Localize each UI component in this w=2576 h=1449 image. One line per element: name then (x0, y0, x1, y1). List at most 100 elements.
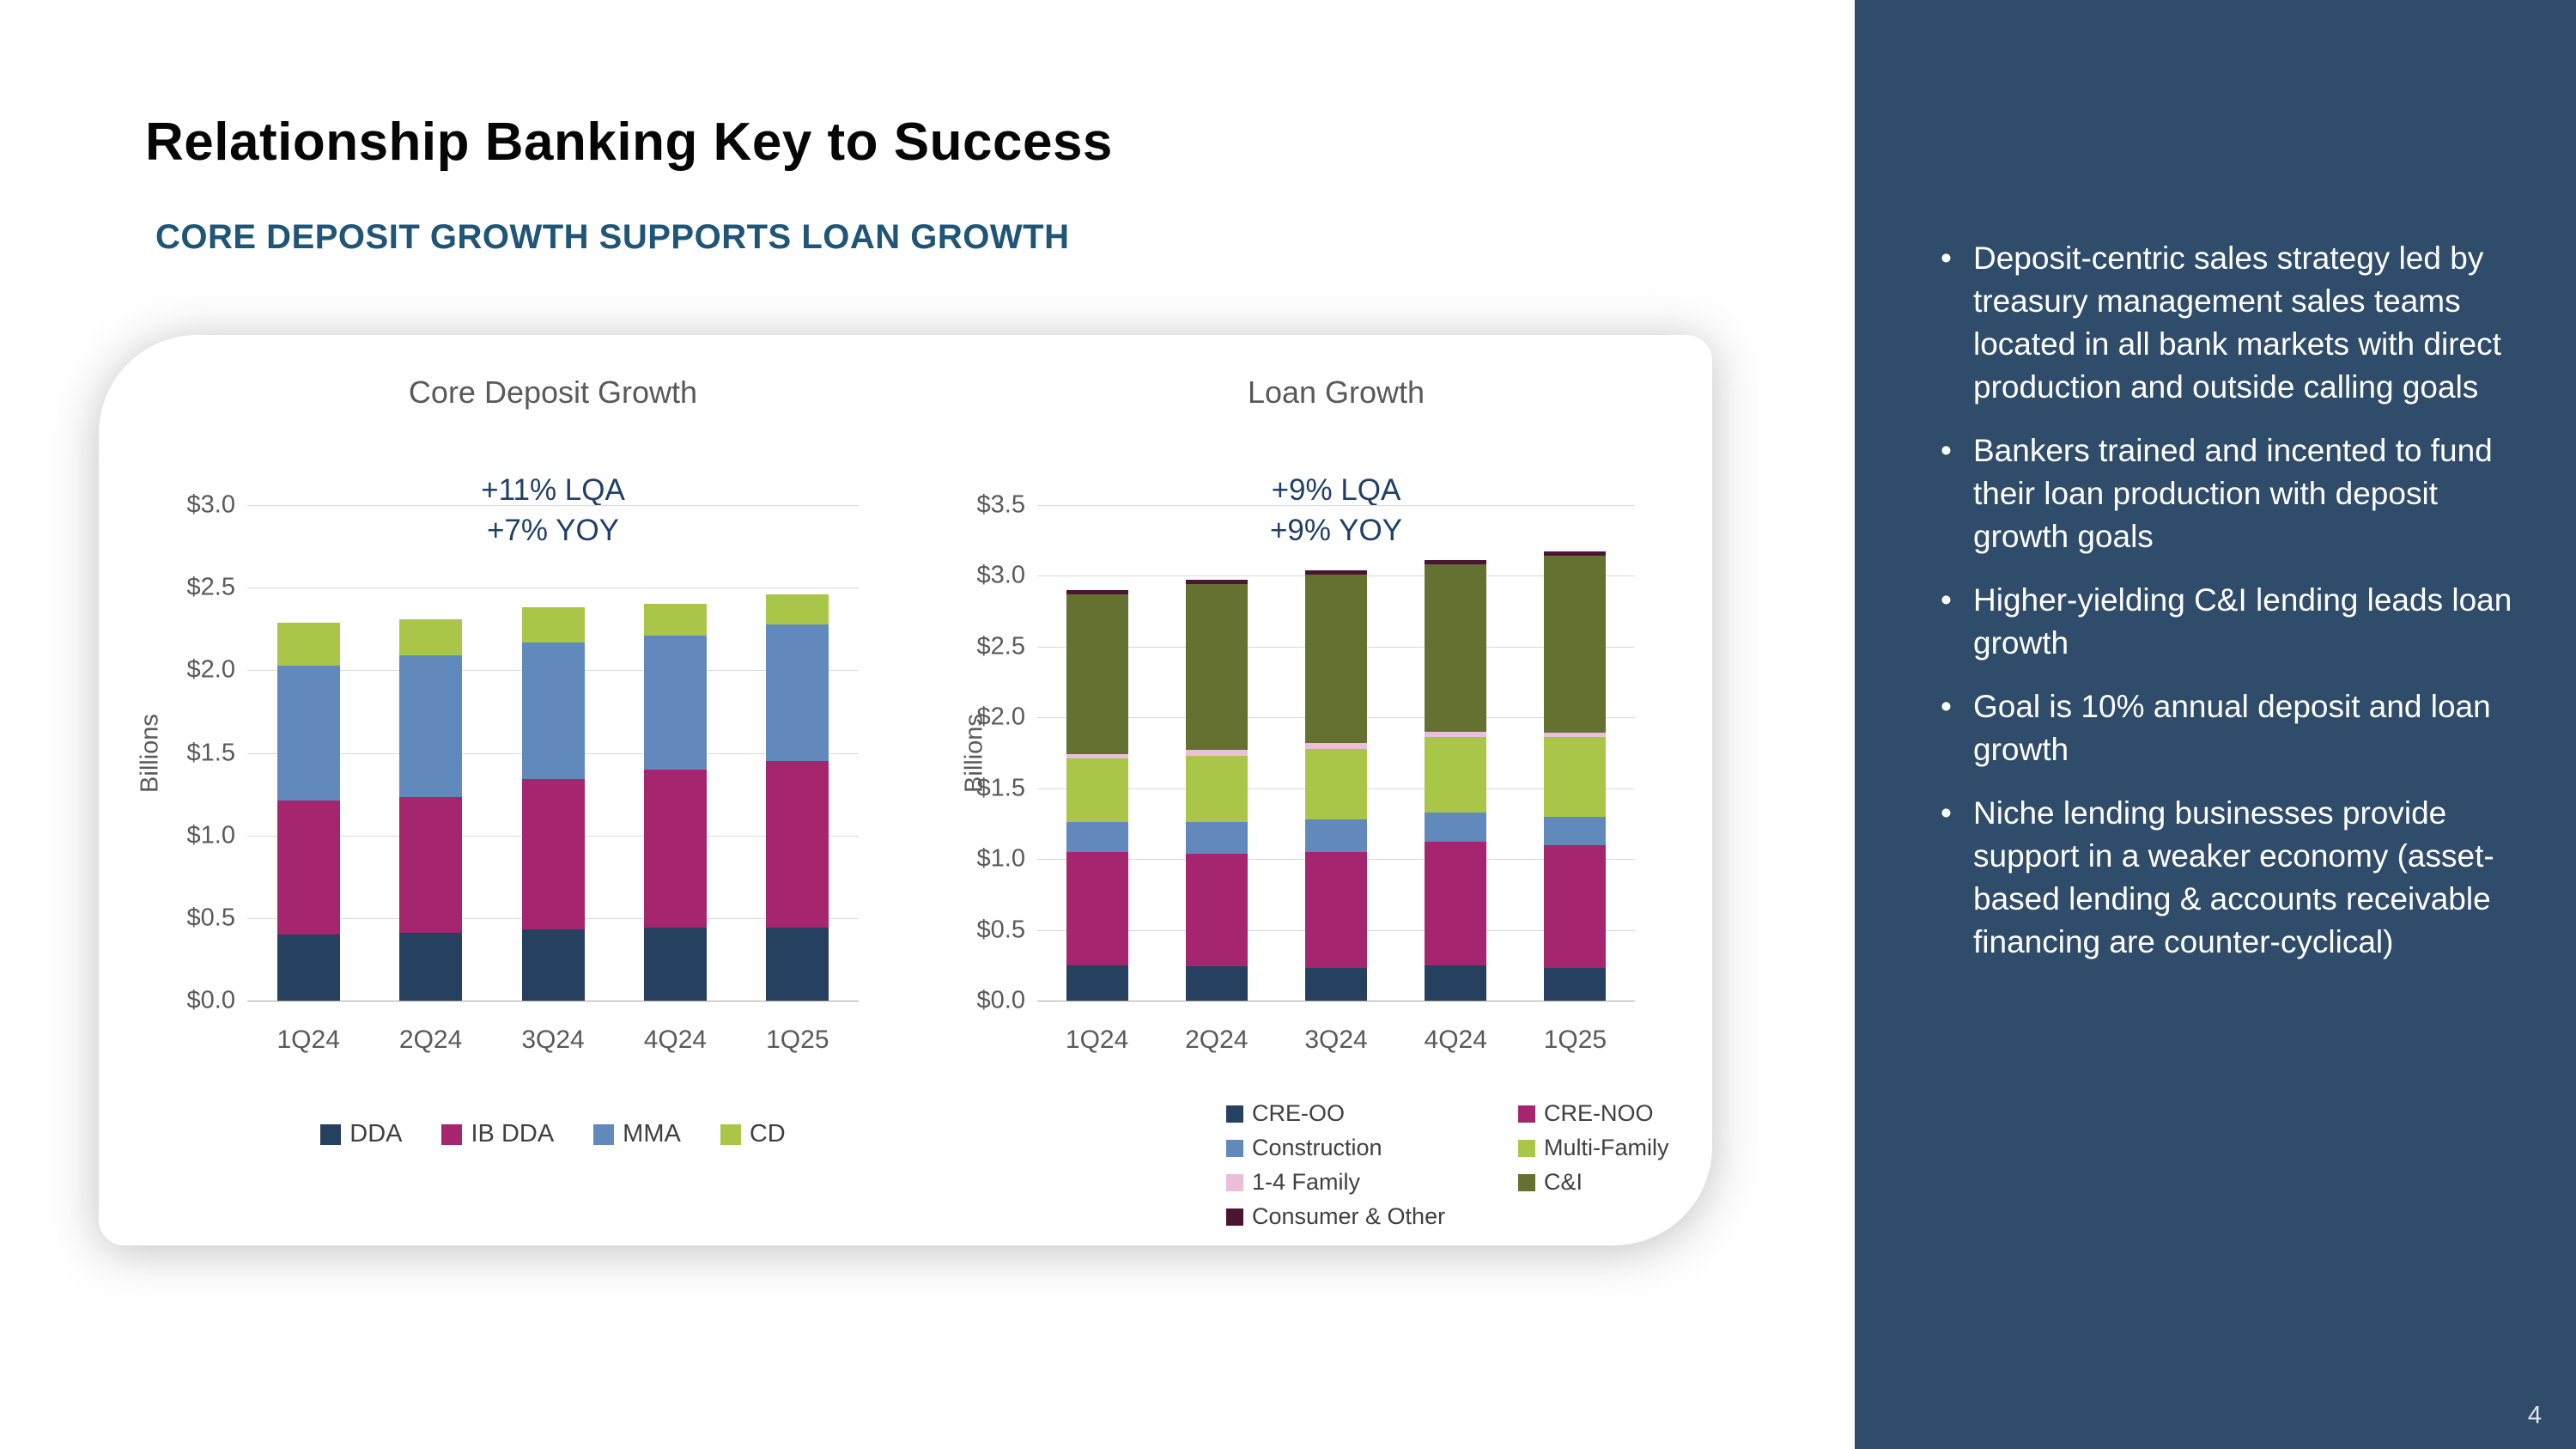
bar-segment-DDA (399, 933, 463, 1001)
bar-segment-1-4 Family (1544, 733, 1607, 738)
bar-segment-CD (521, 607, 585, 642)
bar-segment-IB DDA (766, 761, 829, 928)
bullet-item: • Bankers trained and incented to fund th… (1941, 429, 2518, 558)
bar-1Q24 (276, 622, 340, 1001)
bar-segment-MMA (643, 635, 707, 770)
bar-segment-MMA (399, 655, 463, 798)
bar-segment-C&I (1185, 584, 1248, 751)
bar-4Q24 (643, 604, 707, 1001)
annotation-line: +7% YOY (486, 514, 620, 547)
sidebar: • Deposit-centric sales strategy led by t… (1855, 0, 2576, 1449)
legend-item-1-4 Family: 1-4 Family (1226, 1169, 1518, 1196)
chart-title: Loan Growth (1247, 374, 1425, 410)
y-axis-tick-label: $0.5 (186, 904, 235, 932)
bar-slot (1037, 505, 1157, 1001)
bar-slot (369, 505, 491, 1001)
gridline (1037, 1001, 1635, 1002)
legend-label: IB DDA (471, 1120, 555, 1148)
bar-segment-CD (399, 618, 463, 656)
bar-slot (247, 505, 369, 1001)
bullet-text: Goal is 10% annual deposit and loan grow… (1973, 689, 2491, 767)
bar-3Q24 (1305, 569, 1367, 1001)
bar-slot (737, 505, 859, 1001)
legend-item-MMA: MMA (593, 1120, 681, 1148)
bar-segment-DDA (766, 928, 829, 1001)
bar-1Q25 (766, 594, 829, 1001)
legend-label: Multi-Family (1544, 1135, 1669, 1160)
bar-segment-DDA (643, 928, 707, 1001)
bar-2Q24 (399, 618, 463, 1001)
bar-segment-CRE-NOO (1185, 853, 1248, 967)
bars-area (247, 505, 859, 1001)
bullet-item: • Higher-yielding C&I lending leads loan … (1941, 579, 2518, 665)
bullet-icon: • (1941, 582, 1952, 618)
page-number: 4 (2527, 1402, 2542, 1429)
legend-swatch (320, 1123, 342, 1145)
bar-segment-IB DDA (521, 779, 585, 930)
x-axis-tick-label: 4Q24 (1424, 1026, 1487, 1054)
chart-legend: DDA IB DDA MMA CD (247, 1120, 859, 1148)
bar-segment-CRE-OO (1544, 968, 1607, 1001)
chart-plot: Billions $0.0 $0.5 $1.0 $1.5 $2.0 $2.5 $3.0 $3.… (961, 491, 1635, 1014)
legend-label: 1-4 Family (1252, 1169, 1361, 1195)
bar-segment-Construction (1066, 822, 1128, 852)
bar-segment-CRE-OO (1425, 965, 1487, 1001)
bar-segment-CD (643, 604, 707, 636)
bar-segment-CRE-NOO (1305, 851, 1367, 969)
legend-item-Consumer & Other: Consumer & Other (1226, 1203, 1518, 1230)
y-axis-tick-label: $3.5 (976, 490, 1025, 519)
legend-swatch (1518, 1173, 1535, 1191)
bullet-text: Deposit-centric sales strategy led by tr… (1973, 240, 2501, 405)
bar-segment-DDA (521, 929, 585, 1001)
bar-segment-Multi-Family (1185, 755, 1248, 823)
bar-segment-Consumer & Other (1305, 569, 1367, 575)
bullet-item: • Goal is 10% annual deposit and loan gro… (1941, 685, 2518, 771)
legend-label: CD (749, 1120, 786, 1148)
x-axis-tick-label: 4Q24 (643, 1026, 708, 1054)
bar-segment-1-4 Family (1066, 754, 1128, 759)
bar-segment-CRE-NOO (1066, 851, 1128, 965)
bar-segment-Consumer & Other (1544, 551, 1607, 557)
legend-swatch (1518, 1139, 1535, 1157)
bar-segment-Consumer & Other (1185, 580, 1248, 585)
y-axis-tick-label: $1.5 (976, 774, 1025, 802)
y-axis-tick-label: $2.0 (976, 703, 1025, 731)
bar-segment-MMA (766, 624, 829, 762)
annotation-line: +11% LQA (481, 473, 625, 507)
bar-segment-1-4 Family (1185, 750, 1248, 756)
bar-slot (1276, 505, 1395, 1001)
bar-segment-Multi-Family (1544, 737, 1607, 817)
legend-swatch (720, 1123, 741, 1145)
bar-segment-C&I (1544, 556, 1607, 734)
bar-slot (492, 505, 614, 1001)
bar-segment-Construction (1544, 816, 1607, 845)
annotation-line: +9% YOY (1269, 514, 1403, 547)
bar-segment-CRE-NOO (1544, 844, 1607, 969)
chart-core-deposit-growth: Core Deposit Growth +11% LQA +7% YOY Bill… (137, 356, 919, 1202)
bar-segment-Multi-Family (1305, 748, 1367, 820)
y-axis-tick-label: $2.5 (186, 573, 235, 601)
bar-slot (1157, 505, 1276, 1001)
bullet-text: Bankers trained and incented to fund the… (1973, 433, 2493, 554)
bar-segment-CRE-NOO (1425, 842, 1487, 965)
bullet-item: • Niche lending businesses provide suppor… (1941, 792, 2518, 964)
chart-annotation: +11% LQA +7% YOY (247, 470, 859, 551)
legend-label: C&I (1544, 1169, 1583, 1195)
bar-segment-C&I (1066, 594, 1128, 755)
y-axis-tick-label: $1.5 (186, 739, 235, 766)
page-title: Relationship Banking Key to Success (145, 113, 1113, 172)
bar-segment-MMA (521, 642, 585, 780)
sidebar-bullet-list: • Deposit-centric sales strategy led by t… (1855, 0, 2576, 964)
y-axis-tick-label: $2.0 (186, 655, 235, 684)
bar-segment-CRE-OO (1305, 968, 1367, 1001)
bullet-item: • Deposit-centric sales strategy led by t… (1941, 237, 2518, 409)
gridline (247, 505, 859, 506)
y-axis-title: Billions (960, 713, 988, 793)
chart-annotation: +9% LQA +9% YOY (1037, 470, 1635, 551)
y-axis-tick-label: $1.0 (186, 821, 235, 849)
bar-segment-1-4 Family (1425, 731, 1487, 738)
y-axis-tick-label: $0.0 (976, 986, 1025, 1014)
bar-segment-IB DDA (276, 801, 340, 935)
bar-segment-C&I (1425, 564, 1487, 732)
x-axis-labels: 1Q24 2Q24 3Q24 4Q24 1Q25 (1037, 1026, 1635, 1055)
